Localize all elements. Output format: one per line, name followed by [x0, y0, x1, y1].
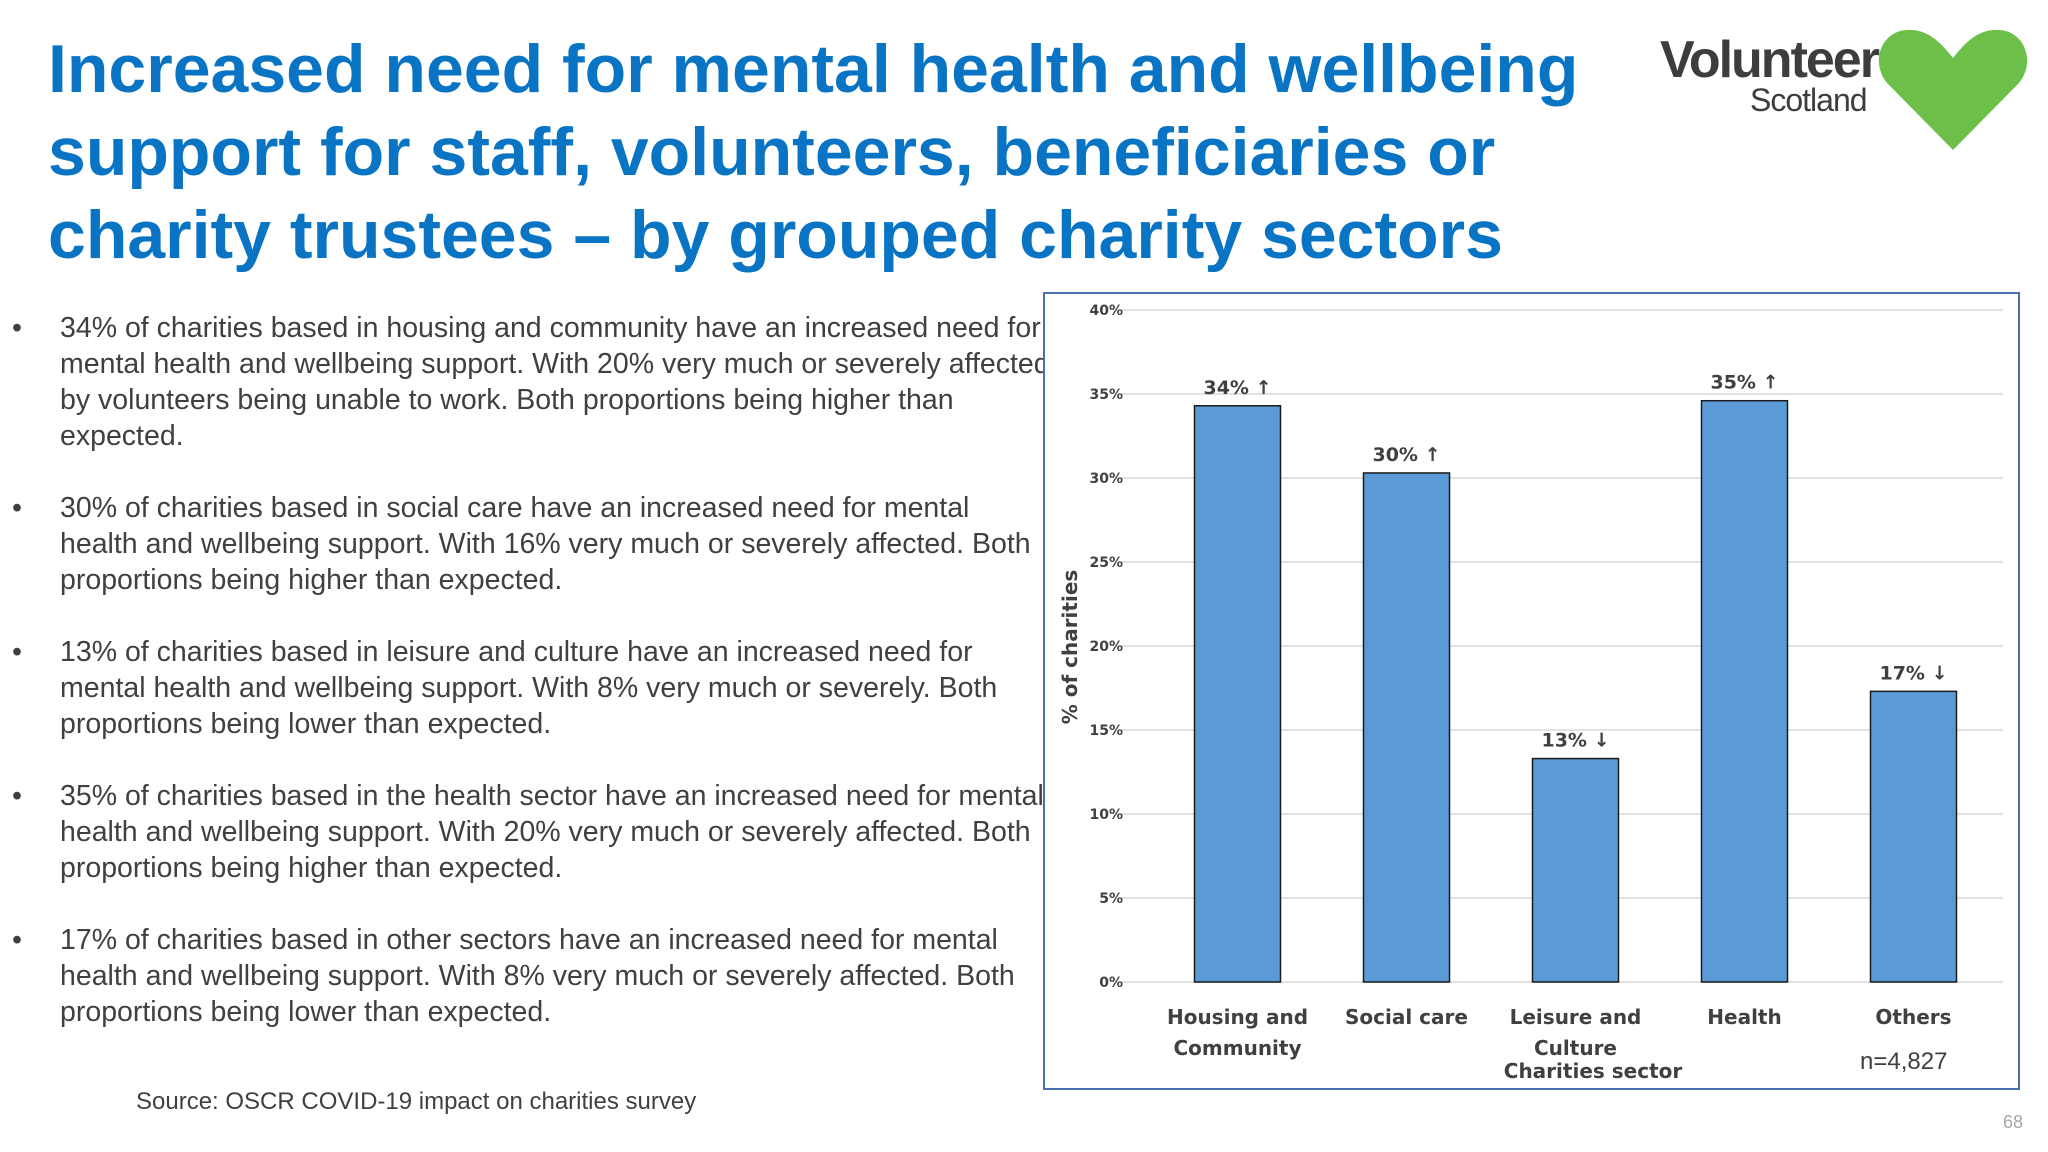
bullet-item: • 30% of charities based in social care h…	[0, 490, 1050, 598]
bullet-marker: •	[12, 492, 22, 524]
y-tick-label: 5%	[1099, 891, 1123, 907]
y-tick-label: 30%	[1089, 471, 1123, 487]
bullet-marker: •	[12, 780, 22, 812]
y-tick-label: 35%	[1089, 387, 1123, 403]
y-tick-label: 40%	[1089, 303, 1123, 319]
y-tick-label: 20%	[1089, 639, 1123, 655]
bullet-text: 35% of charities based in the health sec…	[60, 780, 1044, 884]
bullet-marker: •	[12, 636, 22, 668]
page-number: 68	[2003, 1112, 2024, 1132]
y-axis-label: % of charities	[1058, 570, 1082, 725]
x-tick-label: Others	[1875, 1005, 1951, 1029]
logo-subtitle: Scotland	[1750, 82, 1868, 118]
bar	[1700, 399, 1789, 983]
x-tick-label: Housing and Community	[1167, 1005, 1308, 1060]
x-tick-label-line: Culture	[1534, 1036, 1617, 1060]
bullet-item: • 35% of charities based in the health se…	[0, 778, 1050, 886]
x-tick-label: Health	[1707, 1005, 1781, 1029]
sample-size-label: n=4,827	[1860, 1048, 1948, 1075]
data-label: 17% ↓	[1879, 662, 1947, 684]
x-tick-label-line: Health	[1707, 1005, 1781, 1029]
bullet-marker: •	[12, 924, 22, 956]
bullet-text: 13% of charities based in leisure and cu…	[60, 636, 998, 740]
x-tick-label-line: Leisure and	[1510, 1005, 1642, 1029]
bar	[1531, 757, 1620, 983]
y-tick-label: 10%	[1089, 807, 1123, 823]
x-tick-label: Social care	[1345, 1005, 1468, 1029]
bullet-item: • 17% of charities based in other sectors…	[0, 922, 1050, 1030]
volunteer-scotland-logo: Volunteer Scotland	[1650, 22, 2035, 157]
bullet-item: • 34% of charities based in housing and c…	[0, 310, 1050, 454]
y-tick-label: 0%	[1099, 975, 1123, 991]
x-tick-label-line: Social care	[1345, 1005, 1468, 1029]
bullet-item: • 13% of charities based in leisure and c…	[0, 634, 1050, 742]
logo-wordmark: Volunteer	[1660, 31, 1880, 89]
bullet-list: • 34% of charities based in housing and c…	[0, 310, 1050, 1066]
x-tick-label-line: Community	[1173, 1036, 1301, 1060]
y-tick-label: 25%	[1089, 555, 1123, 571]
data-label: 30% ↑	[1372, 444, 1440, 466]
bar	[1193, 405, 1282, 983]
data-label: 34% ↑	[1203, 377, 1271, 399]
slide-title: Increased need for mental health and wel…	[48, 31, 1579, 273]
bullet-marker: •	[12, 312, 22, 344]
bar-chart: 0% 5% 10% 15% 20% 25% 30% 35% 40% % of charities 3…	[1058, 303, 2003, 1083]
bullet-text: 17% of charities based in other sectors …	[60, 924, 1015, 1028]
bullet-text: 30% of charities based in social care ha…	[60, 492, 1031, 596]
data-label: 35% ↑	[1710, 372, 1778, 394]
x-tick-label-line: Others	[1875, 1005, 1951, 1029]
source-note: Source: OSCR COVID-19 impact on charitie…	[136, 1088, 697, 1115]
bar	[1362, 472, 1451, 983]
x-tick-label-line: Housing and	[1167, 1005, 1308, 1029]
x-tick-label: Leisure and Culture	[1510, 1005, 1642, 1060]
heart-icon	[1878, 29, 2028, 150]
y-tick-label: 15%	[1089, 723, 1123, 739]
x-axis-label: Charities sector	[1504, 1059, 1683, 1083]
bar	[1869, 690, 1958, 983]
data-label: 13% ↓	[1541, 730, 1609, 752]
bullet-text: 34% of charities based in housing and co…	[60, 312, 1050, 452]
